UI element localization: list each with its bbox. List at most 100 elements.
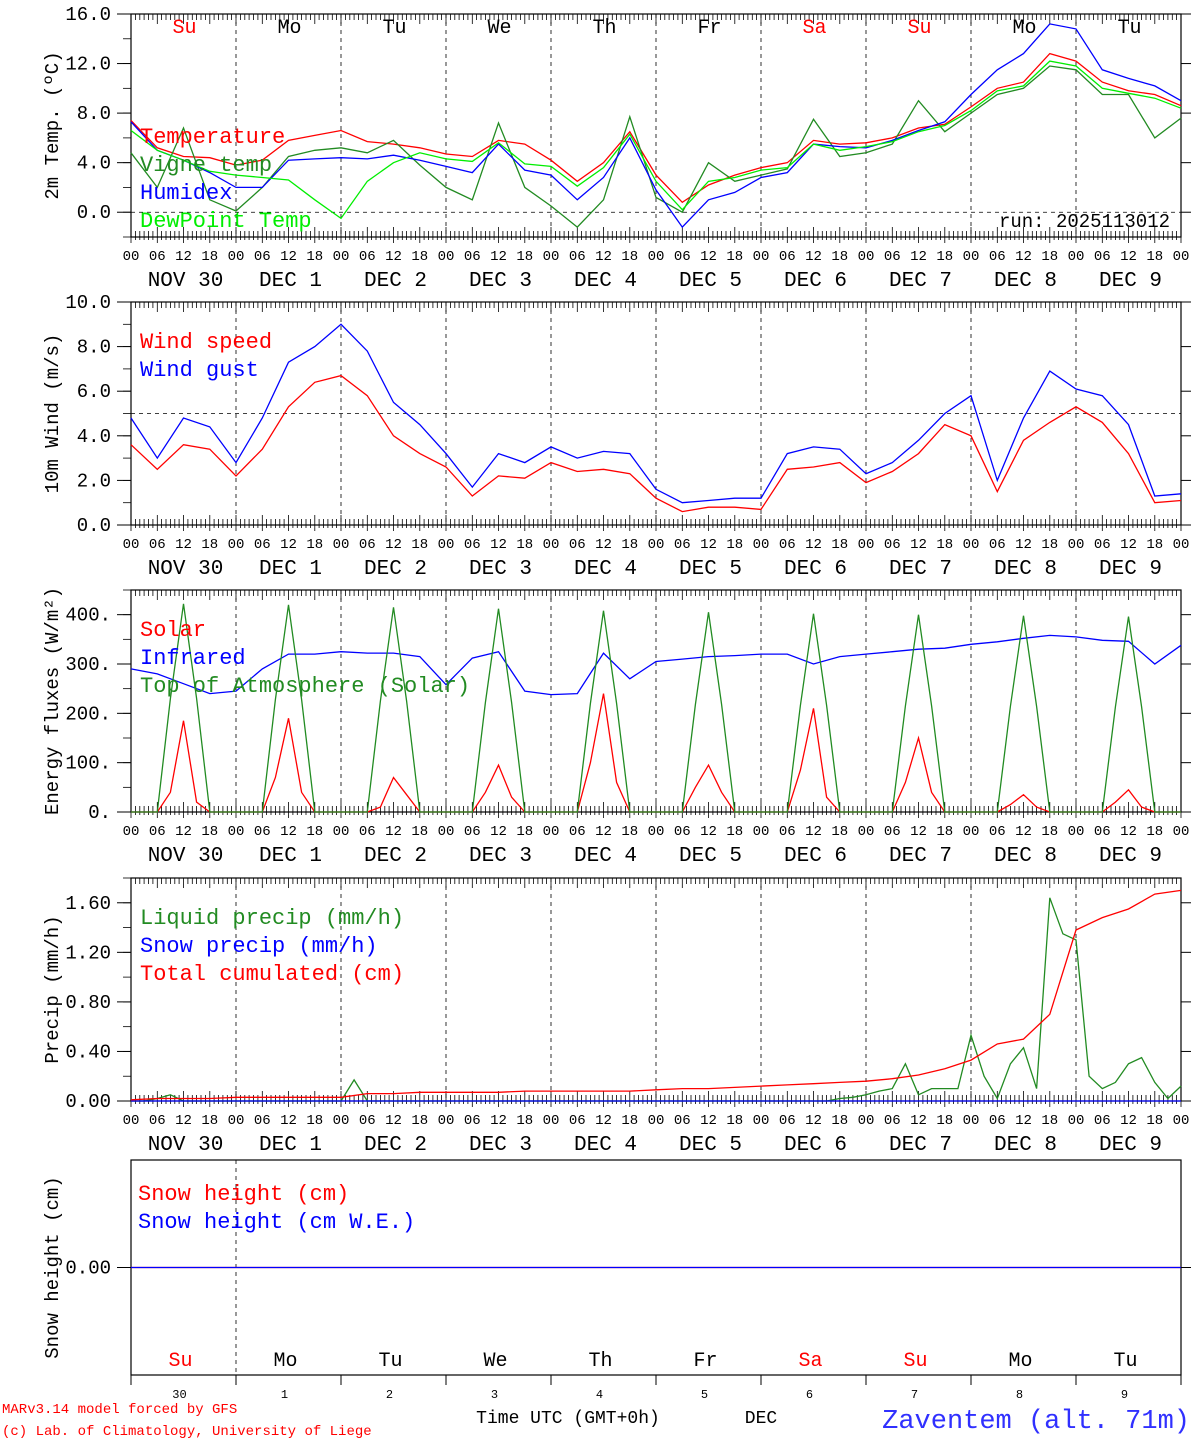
panel-1: 0.0 4.0 8.0 12.0 16.0 2m Temp. (ºC) Temperatur…	[42, 4, 1191, 293]
date-label: DEC 2	[364, 1134, 427, 1157]
hour-label: 18	[831, 824, 848, 840]
hour-label: 00	[753, 249, 770, 265]
hour-label: 12	[490, 249, 507, 265]
weekday-label: Tu	[378, 1350, 402, 1373]
date-label: DEC 5	[679, 558, 742, 581]
y-axis-title: 10m Wind (m/s)	[42, 334, 64, 494]
hour-label: 06	[884, 824, 901, 840]
hour-label: 06	[884, 1113, 901, 1129]
date-label: DEC 8	[994, 1134, 1057, 1157]
hour-label: 00	[963, 1113, 980, 1129]
hour-label: 00	[858, 249, 875, 265]
series-line-wind-gust	[130, 323, 1182, 504]
hour-label: 00	[1173, 537, 1190, 553]
hour-label: 00	[753, 824, 770, 840]
weekday-label: Th	[592, 17, 616, 40]
hour-label: 06	[884, 537, 901, 553]
hour-label: 00	[333, 1113, 350, 1129]
date-label: DEC 3	[469, 845, 532, 868]
hour-label: 06	[464, 537, 481, 553]
hour-label: 12	[595, 824, 612, 840]
hour-label: 18	[1041, 824, 1058, 840]
hour-label: 06	[254, 537, 271, 553]
series-line-temperature	[130, 52, 1182, 204]
legend-entry: Temperature	[140, 125, 285, 150]
hour-ticks	[130, 878, 1182, 1107]
date-label: DEC 8	[994, 845, 1057, 868]
hour-label: 18	[411, 537, 428, 553]
hour-label: 18	[1041, 249, 1058, 265]
hour-label: 18	[726, 1113, 743, 1129]
hour-label: 00	[1068, 249, 1085, 265]
y-tick-label: 8.0	[77, 103, 111, 125]
y-tick-label: 12.0	[65, 54, 111, 76]
hour-label: 06	[674, 537, 691, 553]
hour-label: 18	[306, 824, 323, 840]
hour-label: 12	[1015, 1113, 1032, 1129]
date-label: DEC 9	[1099, 270, 1162, 293]
weekday-label: Fr	[693, 1350, 717, 1373]
hour-label: 00	[333, 249, 350, 265]
series-line-wind-speed	[130, 374, 1182, 513]
y-tick-label: 0.00	[65, 1091, 111, 1113]
hour-label: 18	[726, 537, 743, 553]
hour-label: 00	[753, 537, 770, 553]
hour-label: 06	[1094, 824, 1111, 840]
y-tick-label: 1.60	[65, 893, 111, 915]
hour-label: 18	[1146, 537, 1163, 553]
hour-label: 12	[910, 249, 927, 265]
hour-label: 06	[1094, 537, 1111, 553]
y-tick-label: 6.0	[77, 381, 111, 403]
hour-label: 06	[359, 249, 376, 265]
hour-label: 00	[438, 824, 455, 840]
hour-label: 12	[175, 249, 192, 265]
hour-label: 12	[595, 1113, 612, 1129]
hour-label: 12	[385, 824, 402, 840]
weekday-label: Sa	[802, 17, 826, 40]
hour-label: 12	[385, 1113, 402, 1129]
copyright: (c) Lab. of Climatology, University of L…	[2, 1424, 372, 1440]
date-label: DEC 5	[679, 845, 742, 868]
date-label: DEC 9	[1099, 1134, 1162, 1157]
weekday-label: Su	[172, 17, 196, 40]
hour-label: 12	[175, 1113, 192, 1129]
hour-label: 06	[779, 1113, 796, 1129]
weekday-label: Su	[168, 1350, 192, 1373]
hour-label: 00	[858, 537, 875, 553]
hour-label: 00	[543, 537, 560, 553]
weekday-label: Su	[907, 17, 931, 40]
hour-label: 06	[1094, 249, 1111, 265]
legend-entry: Wind speed	[140, 330, 272, 355]
hour-label: 18	[201, 1113, 218, 1129]
hour-label: 12	[175, 824, 192, 840]
legend-entry: Snow height (cm)	[138, 1182, 349, 1207]
hour-label: 00	[228, 249, 245, 265]
hour-label: 12	[280, 249, 297, 265]
hour-label: 18	[1146, 1113, 1163, 1129]
y-tick-label: 300.	[65, 654, 111, 676]
hour-label: 06	[1094, 1113, 1111, 1129]
hour-label: 12	[595, 249, 612, 265]
hour-label: 06	[884, 249, 901, 265]
hour-label: 06	[569, 249, 586, 265]
series-line-humidex	[130, 23, 1182, 229]
hour-label: 12	[1120, 249, 1137, 265]
day-number: 2	[386, 1388, 393, 1402]
hour-label: 18	[621, 1113, 638, 1129]
date-label: NOV 30	[148, 270, 224, 293]
date-label: DEC 4	[574, 845, 637, 868]
date-label: NOV 30	[148, 558, 224, 581]
day-number: 8	[1016, 1388, 1023, 1402]
hour-label: 18	[726, 824, 743, 840]
legend-entry: Total cumulated (cm)	[140, 962, 404, 987]
run-annotation: run: 2025113012	[999, 211, 1170, 233]
y-axis-title: Precip (mm/h)	[42, 915, 64, 1063]
hour-label: 18	[306, 1113, 323, 1129]
hour-label: 12	[385, 249, 402, 265]
day-number: 5	[701, 1388, 708, 1402]
hour-label: 06	[149, 1113, 166, 1129]
y-axis-title: 2m Temp. (ºC)	[42, 51, 64, 199]
weekday-label: Fr	[697, 17, 721, 40]
legend-entry: Wind gust	[140, 358, 259, 383]
